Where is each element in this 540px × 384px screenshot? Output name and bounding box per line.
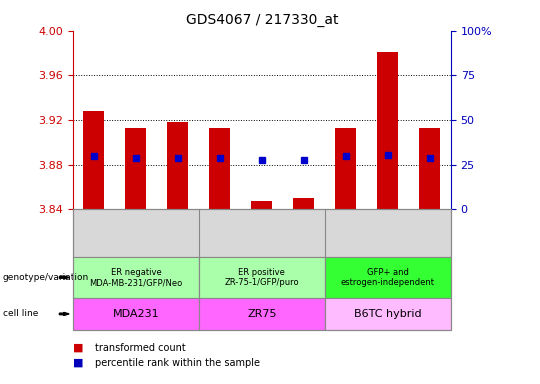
Bar	[420, 128, 441, 209]
Text: ER positive
ZR-75-1/GFP/puro: ER positive ZR-75-1/GFP/puro	[225, 268, 299, 287]
Text: genotype/variation: genotype/variation	[3, 273, 89, 282]
Bar	[83, 111, 104, 209]
Text: GFP+ and
estrogen-independent: GFP+ and estrogen-independent	[341, 268, 435, 287]
Bar	[167, 122, 188, 209]
Text: ER negative
MDA-MB-231/GFP/Neo: ER negative MDA-MB-231/GFP/Neo	[89, 268, 183, 287]
Bar	[252, 202, 272, 209]
Bar	[210, 128, 231, 209]
Bar	[293, 198, 314, 209]
Title: GDS4067 / 217330_at: GDS4067 / 217330_at	[186, 13, 338, 27]
Bar	[377, 52, 399, 209]
Text: cell line: cell line	[3, 310, 38, 318]
Bar	[335, 128, 356, 209]
Bar	[125, 128, 146, 209]
Text: transformed count: transformed count	[94, 343, 185, 353]
Text: ■: ■	[73, 358, 83, 368]
Text: B6TC hybrid: B6TC hybrid	[354, 309, 422, 319]
Text: percentile rank within the sample: percentile rank within the sample	[94, 358, 260, 368]
Text: MDA231: MDA231	[112, 309, 159, 319]
Text: ■: ■	[73, 343, 83, 353]
Text: ZR75: ZR75	[247, 309, 276, 319]
